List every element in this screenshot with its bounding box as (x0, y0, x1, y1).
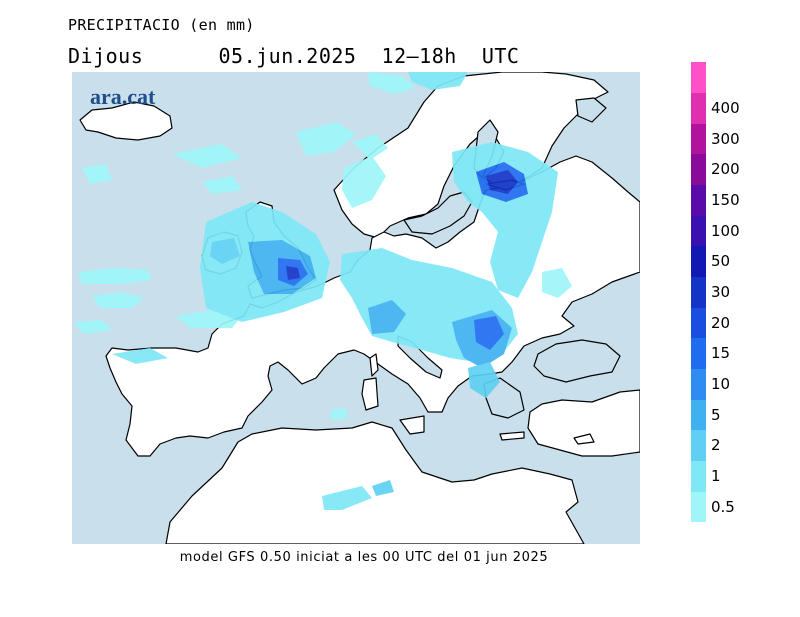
precip-ireland (210, 238, 240, 264)
color-legend: 0.5 1 2 5 10 15 20 30 50 100 150 200 300 400 (691, 62, 740, 523)
legend-label: 20 (711, 313, 731, 332)
precip-north-7 (82, 164, 112, 184)
legend-swatch (691, 368, 706, 400)
land-corsica (369, 353, 379, 377)
legend-swatch (691, 215, 706, 247)
precipitation (74, 72, 572, 510)
legend-swatch (691, 460, 706, 492)
legend-label: 0.5 (711, 497, 735, 516)
land-sardinia (361, 377, 379, 411)
legend-swatch (691, 123, 706, 155)
land-anatolia (527, 389, 640, 457)
legend-swatch (691, 430, 706, 462)
land-north-africa (165, 421, 585, 544)
legend-label: 400 (711, 99, 740, 117)
precip-africa-1 (322, 486, 372, 510)
land-crete (499, 431, 525, 441)
legend-label: 2 (711, 436, 721, 455)
precip-russia-east (542, 268, 572, 298)
precip-baltic-core (486, 170, 518, 194)
legend-swatch (691, 307, 706, 339)
model-info: model GFS 0.50 iniciat a les 00 UTC del … (179, 550, 549, 565)
precip-north-2 (408, 72, 468, 90)
chart-subtitle: Dijous 05.jun.2025 12–18h UTC (68, 44, 520, 68)
precip-north-4 (352, 134, 388, 160)
legend-swatch (691, 491, 706, 523)
legend-label: 1 (711, 467, 721, 485)
legend-swatch (691, 276, 706, 308)
precip-central-mid (368, 300, 406, 334)
legend-swatch (691, 184, 706, 216)
legend-label: 10 (711, 375, 731, 393)
logo: ara.cat (90, 84, 156, 109)
legend-label: 150 (711, 191, 740, 209)
legend-swatch (691, 62, 706, 94)
legend-label: 30 (711, 283, 731, 301)
sea-black-sea (533, 339, 621, 383)
sea-white-sea (575, 97, 607, 123)
legend-swatch (691, 399, 706, 431)
precip-atlantic-5 (112, 348, 168, 364)
land-iceland (79, 101, 173, 141)
precip-north-1 (368, 72, 416, 94)
legend-swatch (691, 246, 706, 278)
legend-label: 5 (711, 405, 721, 424)
precip-med-1 (330, 408, 348, 420)
precip-atlantic-2 (92, 292, 144, 308)
precip-africa-2 (372, 480, 394, 496)
precip-scandinavia (342, 156, 386, 208)
land-sicily (399, 415, 425, 435)
precip-north-5 (172, 144, 242, 168)
legend-label: 100 (711, 221, 740, 240)
legend-label: 300 (711, 129, 740, 148)
legend-swatch (691, 92, 706, 124)
legend-label: 50 (711, 252, 731, 271)
legend-label: 15 (711, 344, 731, 363)
legend-swatch (691, 154, 706, 186)
legend-label: 200 (711, 160, 740, 179)
precip-atlantic-1 (78, 268, 152, 284)
precip-atlantic-3 (74, 320, 112, 334)
chart-title: PRECIPITACIO (en mm) (68, 16, 255, 34)
precip-greece (468, 362, 500, 398)
precip-north-6 (202, 176, 242, 194)
precip-britain-core (286, 266, 300, 280)
legend-swatch (691, 338, 706, 370)
precipitation-map: ara.cat (72, 72, 640, 544)
land-cyprus (573, 433, 595, 445)
precip-balkans-heavy (474, 316, 504, 350)
precip-north-3 (296, 122, 356, 156)
